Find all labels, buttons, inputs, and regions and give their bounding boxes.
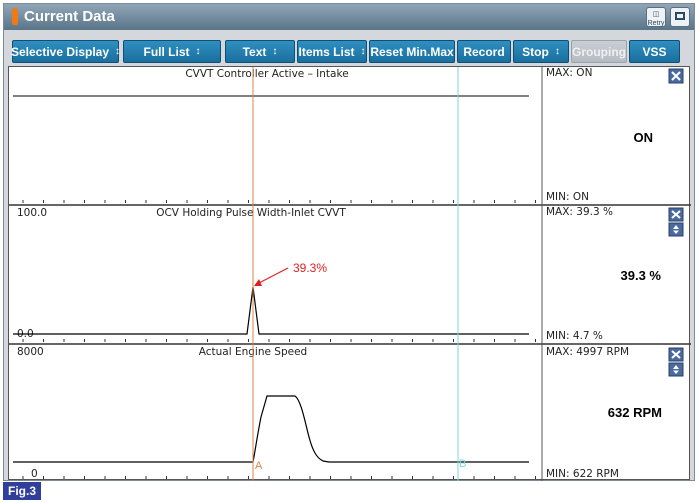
retry-label: Retry — [647, 20, 665, 27]
panel-3-current-value: 632 RPM — [608, 405, 662, 420]
panel-2-y-max: 100.0 — [17, 207, 47, 219]
up-down-icon — [673, 225, 679, 234]
panel-3-max: MAX: 4997 RPM — [546, 346, 629, 358]
figure-label: Fig.3 — [3, 482, 41, 500]
spinner-icon: ↕ — [360, 46, 366, 57]
panel-2-close-button[interactable] — [668, 207, 684, 222]
panel-3-y-max: 8000 — [17, 346, 44, 358]
record-button[interactable]: Record — [457, 40, 511, 63]
window-title: Current Data — [24, 8, 115, 25]
panel-3-signal-line — [13, 395, 529, 463]
vss-button[interactable]: VSS — [629, 40, 680, 63]
items-list-dropdown[interactable]: Items List ↕ — [297, 40, 367, 63]
annotation-arrow — [258, 267, 289, 284]
panel-3-move-button[interactable] — [668, 362, 684, 377]
panel-1-title: CVVT Controller Active – Intake — [185, 68, 348, 80]
text-dropdown[interactable]: Text ↕ — [225, 40, 295, 63]
panel-1-close-button[interactable] — [668, 68, 684, 84]
panel-2-signal-line — [13, 286, 529, 335]
panel-3-y-min: 0 — [31, 468, 38, 480]
panel-2-max: MAX: 39.3 % — [546, 206, 613, 218]
retry-button[interactable]: ◫ Retry — [646, 7, 666, 27]
panel-3-close-button[interactable] — [668, 347, 684, 362]
close-icon — [671, 71, 681, 81]
panel-2-move-button[interactable] — [668, 222, 684, 237]
annotation-arrowhead — [254, 279, 262, 286]
stop-dropdown[interactable]: Stop ↕ — [513, 40, 569, 63]
spinner-icon: ↕ — [554, 46, 560, 57]
grouping-button[interactable]: Grouping — [571, 40, 627, 63]
reset-min-max-button[interactable]: Reset Min.Max — [369, 40, 455, 63]
x-axis-ticks — [22, 200, 536, 479]
toolbar: Selective Display ↕ Full List ↕ Text ↕ I… — [4, 40, 694, 64]
panel-1-current-value: ON — [634, 130, 654, 145]
close-icon — [671, 210, 681, 219]
selective-display-label: Selective Display — [10, 44, 110, 59]
items-list-label: Items List — [298, 44, 355, 59]
panel-3-min: MIN: 622 RPM — [546, 468, 619, 480]
peak-annotation: 39.3% — [293, 261, 327, 275]
spinner-icon: ↕ — [272, 46, 278, 57]
title-bar: Current Data ◫ Retry — [4, 4, 694, 30]
up-down-icon — [673, 365, 679, 374]
spinner-icon: ↕ — [195, 46, 201, 57]
app-icon — [12, 8, 18, 25]
close-icon — [671, 350, 681, 359]
spinner-icon: ↕ — [115, 46, 121, 57]
text-label: Text — [242, 44, 267, 59]
retry-icon: ◫ — [652, 11, 660, 18]
graph-area: CVVT Controller Active – Intake MAX: ON … — [8, 66, 691, 481]
cursor-b-label: B — [459, 458, 466, 470]
stop-label: Stop — [522, 44, 549, 59]
panel-1-min: MIN: ON — [546, 191, 589, 203]
cursor-a-label: A — [255, 460, 263, 472]
full-list-dropdown[interactable]: Full List ↕ — [123, 40, 221, 63]
full-list-label: Full List — [143, 44, 190, 59]
maximize-button[interactable] — [670, 7, 690, 27]
graph-svg: CVVT Controller Active – Intake MAX: ON … — [9, 67, 691, 481]
panel-1-max: MAX: ON — [546, 67, 592, 79]
panel-2-current-value: 39.3 % — [621, 268, 662, 283]
panel-2-title: OCV Holding Pulse Width-Inlet CVVT — [156, 207, 346, 219]
panel-2-min: MIN: 4.7 % — [546, 330, 603, 342]
selective-display-dropdown[interactable]: Selective Display ↕ — [10, 40, 121, 63]
